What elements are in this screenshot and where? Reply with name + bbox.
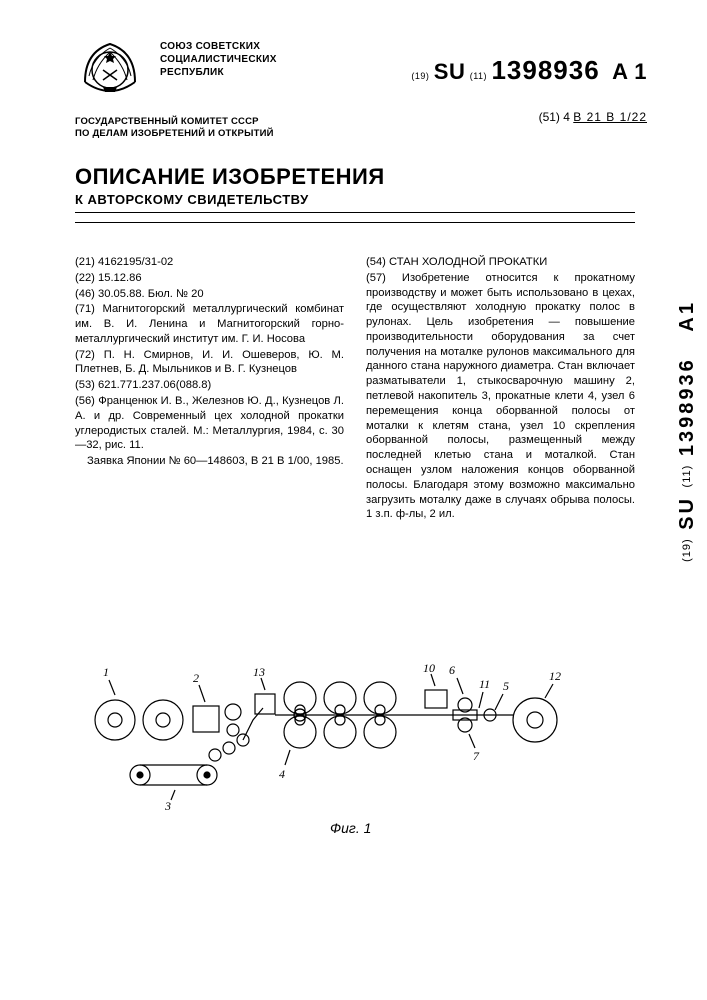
figure-caption: Фиг. 1 <box>330 820 371 836</box>
prefix-11: (11) <box>470 71 487 81</box>
field-21: (21) 4162195/31-02 <box>75 255 344 270</box>
bibliographic-columns: (21) 4162195/31-02 (22) 15.12.86 (46) 30… <box>75 255 635 523</box>
side-prefix-11: (11) <box>681 465 693 488</box>
issuing-org: СОЮЗ СОВЕТСКИХ СОЦИАЛИСТИЧЕСКИХ РЕСПУБЛИ… <box>160 40 277 79</box>
fig-label: 10 <box>423 661 435 675</box>
field-22: (22) 15.12.86 <box>75 271 344 286</box>
prefix-19: (19) <box>411 71 429 81</box>
ipc-code: B 21 B 1/22 <box>573 110 647 124</box>
country-code: SU <box>434 59 466 84</box>
field-46: (46) 30.05.88. Бюл. № 20 <box>75 287 344 302</box>
horizontal-rule <box>75 222 635 223</box>
committee-name: ГОСУДАРСТВЕННЫЙ КОМИТЕТ СССР ПО ДЕЛАМ ИЗ… <box>75 116 274 140</box>
fig-label: 1 <box>103 665 109 679</box>
side-kind: A1 <box>676 300 698 332</box>
kind-code: A 1 <box>612 59 647 84</box>
fig-label: 11 <box>479 677 490 691</box>
side-country: SU <box>676 496 698 530</box>
fig-label: 7 <box>473 749 480 763</box>
side-number: 1398936 <box>676 357 698 456</box>
ussr-emblem-icon <box>75 32 145 102</box>
field-56: (56) Франценюк И. В., Железнов Ю. Д., Ку… <box>75 394 344 453</box>
committee-line: ПО ДЕЛАМ ИЗОБРЕТЕНИЙ И ОТКРЫТИЙ <box>75 128 274 140</box>
field-56b: Заявка Японии № 60—148603, B 21 B 1/00, … <box>75 454 344 469</box>
side-publication-code: (19) SU (11) 1398936 A1 <box>676 300 699 562</box>
side-prefix-19: (19) <box>681 538 693 562</box>
fig-label: 4 <box>279 767 285 781</box>
field-71: (71) Магнитогорский металлургический ком… <box>75 302 344 346</box>
ipc-prefix: (51) 4 <box>539 110 570 124</box>
fig-label: 5 <box>503 679 509 693</box>
fig-label: 13 <box>253 665 265 679</box>
title-main: ОПИСАНИЕ ИЗОБРЕТЕНИЯ <box>75 164 385 190</box>
field-72: (72) П. Н. Смирнов, И. И. Ошеверов, Ю. М… <box>75 348 344 378</box>
document-title-block: ОПИСАНИЕ ИЗОБРЕТЕНИЯ К АВТОРСКОМУ СВИДЕТ… <box>75 164 385 207</box>
title-sub: К АВТОРСКОМУ СВИДЕТЕЛЬСТВУ <box>75 192 385 207</box>
fig-label: 2 <box>193 671 199 685</box>
publication-codes: (19) SU (11) 1398936 A 1 <box>411 55 647 86</box>
field-54: (54) СТАН ХОЛОДНОЙ ПРОКАТКИ <box>366 255 635 270</box>
fig-label: 6 <box>449 663 455 677</box>
right-column: (54) СТАН ХОЛОДНОЙ ПРОКАТКИ (57) Изобрет… <box>366 255 635 523</box>
field-53: (53) 621.771.237.06(088.8) <box>75 378 344 393</box>
ipc-classification: (51) 4 B 21 B 1/22 <box>539 110 647 124</box>
org-line: СОЦИАЛИСТИЧЕСКИХ <box>160 53 277 66</box>
left-column: (21) 4162195/31-02 (22) 15.12.86 (46) 30… <box>75 255 344 523</box>
publication-number: 1398936 <box>491 55 599 85</box>
horizontal-rule <box>75 212 635 213</box>
fig-label: 3 <box>164 799 171 813</box>
committee-line: ГОСУДАРСТВЕННЫЙ КОМИТЕТ СССР <box>75 116 274 128</box>
field-57: (57) Изобретение относится к прокатному … <box>366 271 635 522</box>
fig-label: 12 <box>549 669 561 683</box>
org-line: СОЮЗ СОВЕТСКИХ <box>160 40 277 53</box>
figure-1-diagram: 1 2 13 4 3 10 6 11 5 7 12 <box>85 650 575 820</box>
org-line: РЕСПУБЛИК <box>160 66 277 79</box>
